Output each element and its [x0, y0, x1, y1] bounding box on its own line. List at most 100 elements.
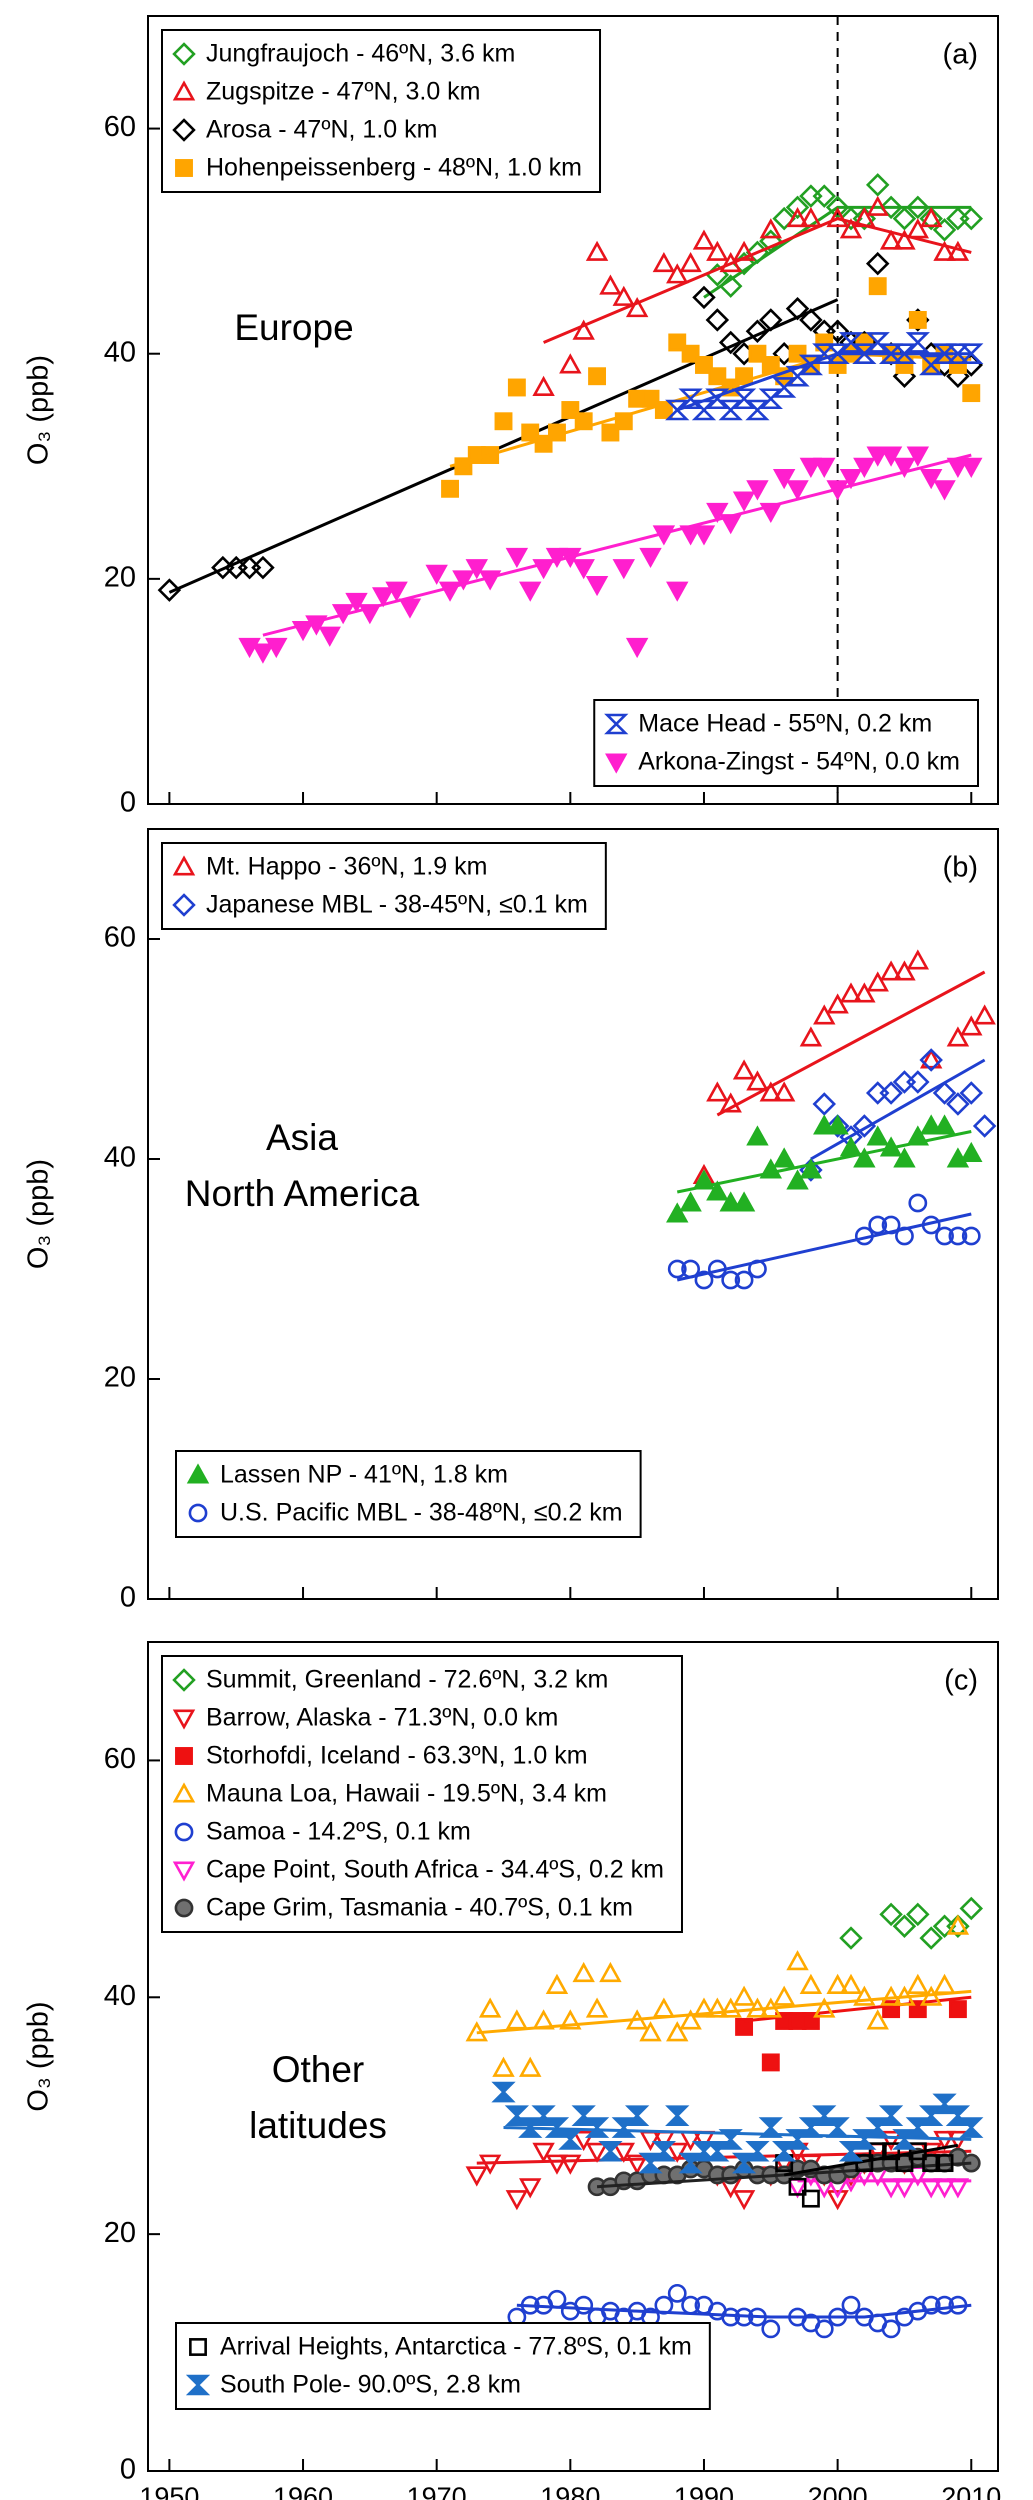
- data-point: [719, 1191, 742, 1212]
- trend-line: [596, 2161, 972, 2189]
- y-tick-label: 60: [104, 1743, 136, 1775]
- data-point: [452, 570, 475, 591]
- data-point: [919, 1114, 943, 1135]
- data-point: [545, 547, 569, 569]
- trend-line: [716, 970, 986, 1117]
- region-label: Europe: [234, 307, 353, 348]
- data-point: [881, 2319, 901, 2339]
- data-point: [719, 1997, 742, 2018]
- legend-marker: [172, 1861, 196, 1882]
- data-point: [813, 1114, 836, 1135]
- data-point: [946, 1914, 970, 1938]
- legend-marker: [172, 855, 196, 876]
- data-point: [505, 547, 529, 569]
- data-point: [919, 469, 943, 490]
- legend-marker: [172, 893, 196, 917]
- plot-frame: [147, 828, 999, 1600]
- data-point: [641, 389, 660, 408]
- data-point: [748, 344, 767, 363]
- data-point: [318, 626, 341, 647]
- data-point: [825, 2117, 850, 2138]
- data-point: [251, 643, 275, 664]
- data-point: [948, 1226, 968, 1246]
- data-point: [732, 2190, 756, 2211]
- region-label: Other: [272, 2049, 365, 2090]
- data-point: [665, 399, 690, 421]
- data-point: [828, 356, 847, 374]
- data-point: [679, 2009, 702, 2030]
- data-point: [574, 2295, 594, 2315]
- data-point: [639, 547, 662, 569]
- data-point: [813, 457, 836, 478]
- trend-line: [810, 1058, 986, 1161]
- data-point: [959, 1081, 984, 1105]
- data-point: [826, 206, 849, 228]
- data-point: [786, 1950, 809, 1971]
- y-tick-label: 40: [104, 1980, 136, 2012]
- panel: 1950 1960 1970 1980 1990 2000 2010 0 20 40 60 O₃ (p…: [23, 1641, 1001, 2500]
- plot-frame: [147, 15, 999, 805]
- data-point: [879, 195, 903, 220]
- data-point: [893, 1147, 916, 1168]
- data-point: [545, 1973, 569, 1994]
- legend-marker: [172, 1668, 196, 1692]
- data-point: [839, 1926, 863, 1950]
- data-point: [588, 367, 607, 386]
- y-tick-label: 20: [104, 1362, 136, 1394]
- data-point: [799, 457, 823, 478]
- legend-marker: [175, 1747, 193, 1765]
- data-point: [667, 2283, 687, 2303]
- data-point: [933, 1973, 956, 1994]
- data-point: [799, 308, 823, 332]
- data-point: [922, 2154, 941, 2173]
- data-point: [906, 446, 930, 467]
- data-point: [865, 173, 890, 197]
- data-point: [718, 330, 743, 355]
- data-point: [679, 251, 702, 273]
- data-point: [572, 1961, 595, 1983]
- legend-marker: [605, 753, 628, 774]
- legend: Summit, Greenland - 72.6ºN, 3.2 km Barrow…: [161, 1655, 683, 1933]
- data-point: [893, 960, 916, 981]
- data-point: [879, 446, 903, 467]
- data-point: [679, 1191, 702, 1212]
- data-point: [879, 1902, 903, 1927]
- data-point: [906, 1902, 930, 1927]
- data-point: [625, 637, 649, 659]
- legend-marker: [172, 80, 196, 101]
- data-point: [814, 2319, 834, 2339]
- data-point: [839, 1973, 863, 1994]
- data-point: [759, 1081, 783, 1102]
- data-point: [788, 2177, 807, 2196]
- data-point: [908, 1193, 928, 1213]
- data-point: [692, 525, 716, 546]
- data-point: [666, 581, 689, 602]
- data-point: [826, 1114, 849, 1135]
- x-tick-label: 1980: [540, 2482, 600, 2500]
- data-point: [598, 2140, 623, 2162]
- data-point: [825, 343, 850, 365]
- data-point: [879, 1081, 903, 1105]
- data-point: [668, 333, 687, 352]
- data-point: [946, 1092, 970, 1116]
- legend: Arrival Heights, Antarctica - 77.8ºS, 0.…: [175, 2322, 711, 2410]
- data-point: [932, 1081, 957, 1105]
- legend-label: Arkona-Zingst - 54ºN, 0.0 km: [638, 748, 960, 776]
- y-axis-label: O₃ (ppb): [23, 2001, 55, 2111]
- data-point: [585, 240, 609, 261]
- data-point: [731, 388, 757, 410]
- data-point: [746, 480, 769, 501]
- panel: 0 20 40 60 O₃ (ppb) (b) Asia North America Mt. H…: [23, 828, 999, 1614]
- data-point: [492, 2056, 515, 2077]
- data-point: [612, 559, 635, 580]
- legend: Mt. Happo - 36ºN, 1.9 km Japanese MBL - 3…: [161, 842, 607, 930]
- y-tick-label: 60: [104, 922, 136, 954]
- data-point: [853, 1985, 876, 2006]
- data-point: [772, 1081, 796, 1102]
- data-point: [545, 2154, 569, 2175]
- y-axis-label: O₃ (ppb): [23, 1159, 55, 1269]
- data-point: [519, 581, 542, 602]
- legend-label: U.S. Pacific MBL - 38-48ºN, ≤0.2 km: [220, 1499, 623, 1527]
- data-point: [599, 274, 622, 295]
- data-point: [559, 2009, 582, 2030]
